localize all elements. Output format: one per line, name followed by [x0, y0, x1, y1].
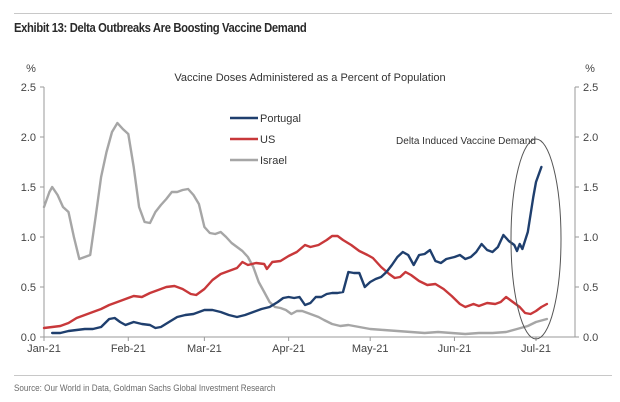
y-tick-label-left: 0.0 [21, 332, 36, 344]
series-layer [42, 121, 549, 336]
x-tick-label: Jul-21 [521, 343, 551, 355]
y-tick-label-left: 0.5 [21, 282, 36, 294]
y-tick-label-right: 1.5 [583, 182, 598, 194]
y-tick-label-left: 1.0 [21, 232, 36, 244]
x-tick-label: Jun-21 [438, 343, 472, 355]
bottom-divider [14, 375, 612, 376]
axes: 0.0 0.0 0.5 0.5 1.0 1.0 1.5 1.5 2.0 2.0 2.5 2.5 Jan-… [21, 82, 599, 355]
series-line-portugal [51, 165, 543, 335]
x-tick-label: Feb-21 [111, 343, 146, 355]
x-tick-label: May-21 [352, 343, 389, 355]
legend: Portugal US Israel [230, 113, 301, 167]
y-tick-label-right: 1.0 [583, 232, 598, 244]
y-axis-unit-right: % [585, 63, 595, 75]
legend-label-portugal: Portugal [260, 113, 301, 125]
annotation: Delta Induced Vaccine Demand [396, 136, 562, 340]
y-tick-label-right: 2.0 [583, 132, 598, 144]
legend-label-us: US [260, 134, 275, 146]
x-tick-label: Mar-21 [187, 343, 222, 355]
annotation-ellipse [510, 138, 562, 340]
y-tick-label-right: 0.0 [583, 332, 598, 344]
top-divider [14, 13, 612, 14]
series-line-israel [42, 121, 549, 336]
source-note: Source: Our World in Data, Goldman Sachs… [14, 383, 276, 393]
x-tick-label: Jan-21 [27, 343, 61, 355]
y-tick-label-left: 1.5 [21, 182, 36, 194]
x-tick-label: Apr-21 [272, 343, 305, 355]
y-tick-label-right: 0.5 [583, 282, 598, 294]
exhibit-title: Exhibit 13: Delta Outbreaks Are Boosting… [14, 21, 307, 35]
annotation-label: Delta Induced Vaccine Demand [396, 136, 536, 147]
y-tick-label-left: 2.5 [21, 82, 36, 94]
series-line-us [42, 234, 549, 330]
y-axis-unit-left: % [26, 63, 36, 75]
legend-label-israel: Israel [260, 155, 287, 167]
y-tick-label-right: 2.5 [583, 82, 598, 94]
chart-title: Vaccine Doses Administered as a Percent … [174, 72, 445, 84]
y-tick-label-left: 2.0 [21, 132, 36, 144]
